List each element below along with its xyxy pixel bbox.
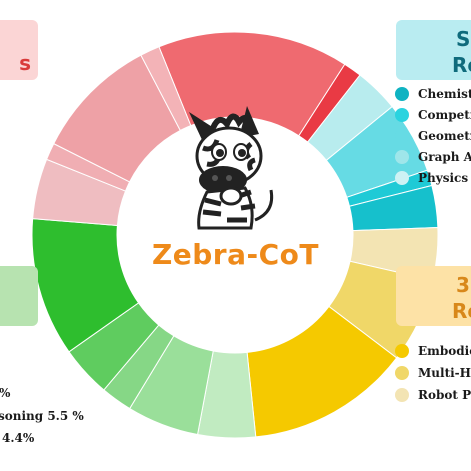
legend-item-scientific-1: Competiti: [395, 108, 471, 122]
category-box-visual-logic-text: s: [19, 51, 31, 75]
legend-item-3d-0: Embodiec: [395, 344, 471, 358]
legend-swatch: [395, 366, 409, 380]
legend-item-scientific-2: Geometry: [395, 129, 471, 143]
center-brand-title: Zebra-CoT: [151, 238, 320, 271]
legend-2d-partial-2: 4.4%: [2, 431, 35, 445]
legend-swatch: [395, 150, 409, 164]
legend-swatch: [395, 108, 409, 122]
legend-2d-partial-0: %: [0, 386, 11, 400]
donut-slices: [31, 31, 439, 439]
category-box-scientific: Sc Re: [396, 20, 471, 80]
legend-swatch: [395, 344, 409, 358]
legend-swatch: [395, 388, 409, 402]
category-box-visual-logic: s: [0, 20, 38, 80]
legend-item-3d-2: Robot Pl: [395, 388, 471, 402]
legend-2d-partial-1: soning 5.5 %: [0, 409, 84, 423]
legend-label: Chemistr: [418, 87, 471, 101]
category-box-3d-visual: 3I Re: [396, 266, 471, 326]
category-box-2d-visual: [0, 266, 38, 326]
legend-item-scientific-0: Chemistr: [395, 87, 471, 101]
donut-slice-17: [140, 46, 192, 132]
legend-label: Multi-Ho: [418, 366, 471, 380]
legend-swatch: [395, 129, 409, 143]
legend-label: Competiti: [418, 108, 471, 122]
legend-label: Embodiec: [418, 344, 471, 358]
legend-label: Graph Al: [418, 150, 471, 164]
legend-item-scientific-4: Physics 3: [395, 171, 471, 185]
legend-item-3d-1: Multi-Ho: [395, 366, 471, 380]
legend-item-scientific-3: Graph Al: [395, 150, 471, 164]
legend-swatch: [395, 87, 409, 101]
category-box-scientific-line1: Sc: [456, 27, 471, 51]
legend-label: Robot Pl: [418, 388, 471, 402]
legend-label: Geometry: [418, 129, 471, 143]
category-box-3d-line2: Re: [452, 299, 471, 323]
zebra-logo-icon: [189, 106, 274, 230]
category-box-3d-line1: 3I: [456, 273, 471, 297]
category-box-scientific-line2: Re: [452, 53, 471, 77]
legend-label: Physics 3: [418, 171, 471, 185]
legend-swatch: [395, 171, 409, 185]
